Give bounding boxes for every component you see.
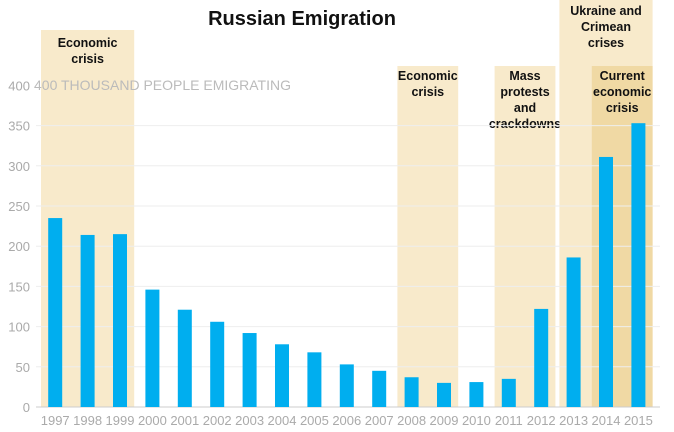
bar-1999 <box>113 234 127 407</box>
x-tick-label: 2000 <box>138 413 167 428</box>
bar-2006 <box>339 364 354 407</box>
bar-1998 <box>80 234 95 407</box>
annotation-label-line: crisis <box>71 52 104 66</box>
y-tick-label: 0 <box>23 400 30 415</box>
bar-2005 <box>307 352 322 407</box>
y-axis-ticks: 0 50 100 150 200 250 300 350 400 <box>8 78 30 415</box>
y-tick-label: 200 <box>8 239 30 254</box>
annotation-label-line: Mass <box>509 69 540 83</box>
annotation-label-line: crisis <box>606 101 639 115</box>
x-axis-ticks: 1997 1998 1999 2000 2001 2002 2003 2004 2005 2006… <box>41 413 653 428</box>
annotation-label: Mass protests and crackdowns <box>489 69 561 131</box>
annotation-label-line: Crimean <box>581 20 631 34</box>
annotation-label-line: Economic <box>398 69 458 83</box>
annotation-label-line: protests <box>500 85 549 99</box>
x-tick-label: 2012 <box>527 413 556 428</box>
bar-2014 <box>599 156 613 407</box>
chart-title: Russian Emigration <box>208 8 396 30</box>
bar-2000 <box>145 289 160 407</box>
x-tick-label: 2014 <box>592 413 621 428</box>
gridlines <box>36 125 660 408</box>
bar-1997 <box>48 218 63 407</box>
bar-2011 <box>501 378 516 407</box>
annotation-label-line: economic <box>593 85 651 99</box>
y-tick-label: 50 <box>16 360 30 375</box>
x-tick-label: 2005 <box>300 413 329 428</box>
bar-2010 <box>469 382 484 407</box>
y-axis-label: 400 THOUSAND PEOPLE EMIGRATING <box>34 77 291 93</box>
x-tick-label: 1999 <box>106 413 135 428</box>
annotation-label-line: Ukraine and <box>570 4 642 18</box>
x-tick-label: 2001 <box>170 413 199 428</box>
x-tick-label: 2015 <box>624 413 653 428</box>
x-tick-label: 2004 <box>268 413 297 428</box>
bar-2009 <box>437 382 451 407</box>
bar-2008 <box>404 377 419 407</box>
x-tick-label: 2009 <box>430 413 459 428</box>
y-tick-label: 400 <box>8 78 30 93</box>
annotation-label: Ukraine and Crimean crises <box>570 4 642 50</box>
y-tick-label: 350 <box>8 119 30 134</box>
x-tick-label: 2007 <box>365 413 394 428</box>
x-tick-label: 2002 <box>203 413 232 428</box>
x-tick-label: 2013 <box>559 413 588 428</box>
y-tick-label: 100 <box>8 320 30 335</box>
x-tick-label: 2010 <box>462 413 491 428</box>
bar-2013 <box>566 257 581 407</box>
bar-2007 <box>372 370 387 407</box>
bar-2003 <box>242 333 257 407</box>
y-tick-label: 250 <box>8 199 30 214</box>
y-tick-label: 300 <box>8 159 30 174</box>
annotation-label-line: Current <box>600 69 646 83</box>
annotation-label-line: Economic <box>58 36 118 50</box>
bar-2012 <box>534 308 549 407</box>
annotation-label: Current economic crisis <box>593 69 651 115</box>
bar-2001 <box>177 309 192 407</box>
annotation-label-line: crisis <box>411 85 444 99</box>
annotation-label-line: and <box>514 101 536 115</box>
x-tick-label: 1998 <box>73 413 102 428</box>
x-tick-label: 2011 <box>495 413 523 428</box>
x-tick-label: 2008 <box>397 413 426 428</box>
annotation-bands: Economic crisis Economic crisis Mass protests… <box>41 0 653 407</box>
annotation-band <box>397 66 459 407</box>
bars <box>48 123 646 408</box>
annotation-label: Economic crisis <box>58 36 118 66</box>
bar-2015 <box>631 123 646 408</box>
x-tick-label: 2003 <box>235 413 264 428</box>
bar-2004 <box>275 344 289 407</box>
x-tick-label: 1997 <box>41 413 70 428</box>
annotation-label: Economic crisis <box>398 69 458 99</box>
y-tick-label: 150 <box>8 279 30 294</box>
annotation-label-line: crises <box>588 36 624 50</box>
annotation-label-line: crackdowns <box>489 117 561 131</box>
bar-2002 <box>210 321 225 407</box>
x-tick-label: 2006 <box>332 413 361 428</box>
